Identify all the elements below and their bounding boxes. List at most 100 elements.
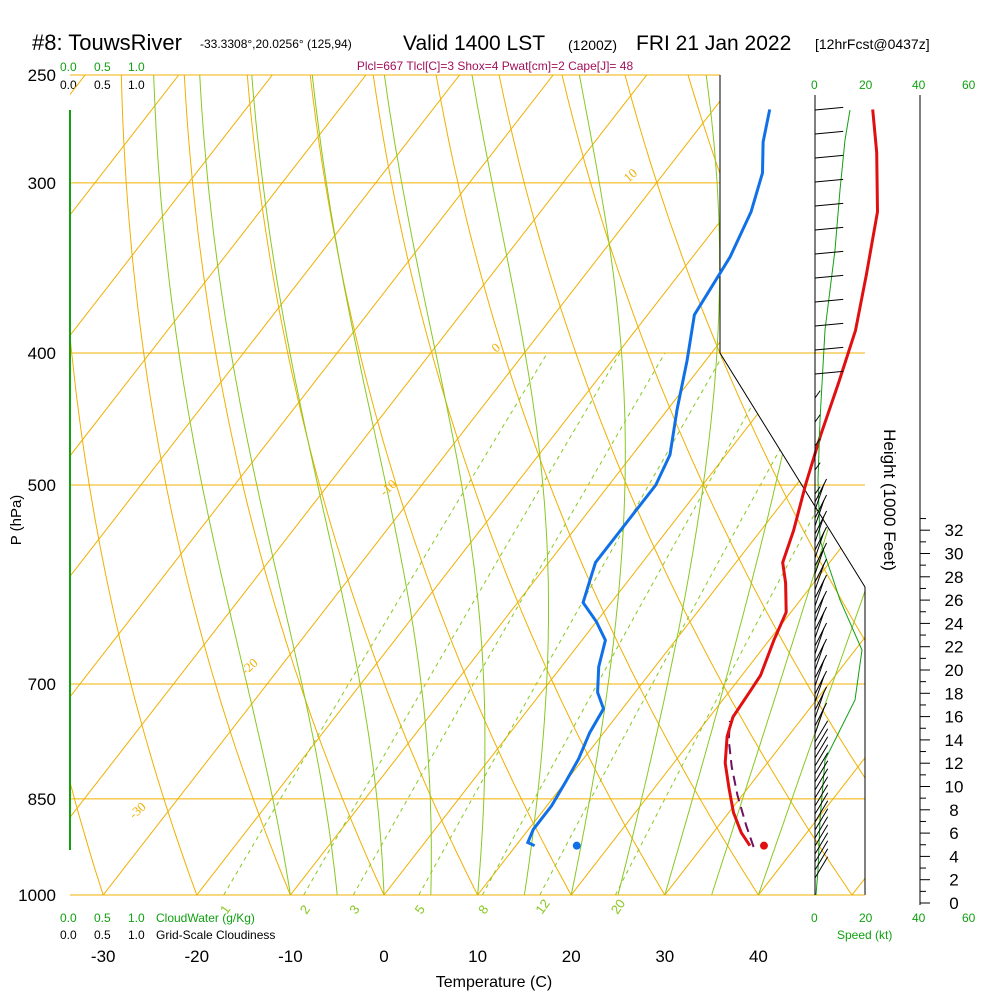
wind-barb xyxy=(814,390,821,399)
station-title: #8: TouwsRiver xyxy=(32,30,182,55)
temperature-tick-label: 20 xyxy=(562,947,581,966)
bottom-cloudwater-scale: 0.0 0.5 1.0 CloudWater (g/Kg) xyxy=(60,911,255,925)
bottom-cloudiness-tick: 0.0 xyxy=(60,928,77,942)
wind-barb xyxy=(814,462,821,471)
temperature-tick-label: 0 xyxy=(379,947,388,966)
height-tick-label: 20 xyxy=(945,661,964,680)
dry-adiabat-line xyxy=(369,75,683,895)
top-cloudiness-tick: 0.5 xyxy=(94,78,111,92)
wind-barb xyxy=(814,670,828,695)
wind-barb xyxy=(814,202,844,207)
mixing-ratio-line xyxy=(614,352,865,895)
mixing-ratio-label: 20 xyxy=(608,896,629,916)
wind-barb xyxy=(814,643,825,671)
height-tick-label: 10 xyxy=(945,778,964,797)
moist-adiabat-line xyxy=(199,75,338,895)
wind-barb xyxy=(814,595,825,623)
top-cloudiness-tick: 0.0 xyxy=(60,78,77,92)
sounding-traces xyxy=(525,109,880,850)
bottom-cloudwater-tick: 1.0 xyxy=(128,911,145,925)
wind-barb xyxy=(814,226,844,231)
top-cloudwater-scale: 0.0 0.5 1.0 xyxy=(60,60,145,74)
mixing-ratio-label: 5 xyxy=(412,902,428,917)
height-tick-label: 0 xyxy=(949,894,958,913)
cloudiness-label: Grid-Scale Cloudiness xyxy=(156,928,275,942)
wind-barb xyxy=(814,486,821,495)
wind-barb xyxy=(814,816,829,839)
wind-barb xyxy=(814,856,829,879)
wind-barb xyxy=(814,675,825,703)
isotherm-line xyxy=(70,75,367,895)
wind-barb xyxy=(814,526,828,551)
pressure-tick-label: 300 xyxy=(28,174,56,193)
wind-barb xyxy=(814,707,825,735)
wind-barb xyxy=(814,558,828,583)
bottom-cloudwater-tick: 0.0 xyxy=(60,911,77,925)
wind-barb xyxy=(814,483,825,511)
dry-adiabat-line xyxy=(556,75,865,895)
height-tick-label: 22 xyxy=(945,638,964,657)
mixing-ratio-label: 12 xyxy=(532,896,553,916)
wind-barb xyxy=(814,579,825,607)
moist-adiabat-line xyxy=(757,75,865,895)
wind-barb xyxy=(814,776,829,799)
surface-temp-marker xyxy=(759,841,768,850)
wind-barb xyxy=(814,686,828,711)
moist-adiabat-line xyxy=(570,75,626,895)
pressure-tick-label: 400 xyxy=(28,344,56,363)
temperature-tick-label: -10 xyxy=(278,947,303,966)
moist-adiabat-line xyxy=(471,75,549,895)
wind-barb xyxy=(814,531,825,559)
skewt-boundary xyxy=(719,75,866,895)
wind-barb xyxy=(814,547,825,575)
valid-time: Valid 1400 LST xyxy=(403,32,545,55)
temperature-axis: -30 -20 -10 0 10 20 30 40 xyxy=(91,947,768,966)
pressure-tick-label: 1000 xyxy=(18,886,56,905)
mixing-ratio-label: 3 xyxy=(346,902,362,917)
moist-adiabat-line xyxy=(617,75,721,895)
wind-barb xyxy=(814,590,828,615)
wind-panel xyxy=(814,95,863,896)
height-tick-label: 4 xyxy=(949,847,958,866)
stability-indices: Plcl=667 Tlcl[C]=3 Shox=4 Pwat[cm]=2 Cap… xyxy=(357,59,634,73)
temperature-tick-label: -20 xyxy=(185,947,210,966)
top-cloudwater-tick: 0.5 xyxy=(94,60,111,74)
height-tick-label: 24 xyxy=(945,614,964,633)
bottom-speed-scale: 0 20 40 60 Speed (kt) xyxy=(811,911,976,942)
mixing-ratio-lines xyxy=(223,352,865,895)
wind-barb xyxy=(814,792,829,815)
wind-barb xyxy=(814,654,828,679)
mixing-ratio-line xyxy=(418,352,725,895)
dry-adiabat-line xyxy=(120,75,304,895)
height-tick-label: 18 xyxy=(945,684,964,703)
wind-barb xyxy=(814,574,828,599)
bottom-cloudiness-scale: 0.0 0.5 1.0 Grid-Scale Cloudiness xyxy=(60,928,275,942)
top-speed-tick: 40 xyxy=(912,78,926,92)
wind-barb xyxy=(814,515,825,543)
height-tick-label: 8 xyxy=(949,801,958,820)
wind-barb xyxy=(814,784,829,807)
wind-barb xyxy=(814,760,829,783)
wind-barb xyxy=(814,720,829,743)
height-tick-label: 14 xyxy=(945,731,964,750)
pressure-axis: 250 300 400 500 700 850 1000 xyxy=(18,66,56,905)
bottom-cloudiness-tick: 1.0 xyxy=(128,928,145,942)
isobar-lines xyxy=(70,74,865,896)
wind-barb xyxy=(814,768,829,791)
pressure-tick-label: 850 xyxy=(28,790,56,809)
wind-barb xyxy=(814,414,821,423)
wind-barb xyxy=(814,728,829,751)
isotherm-label: -30 xyxy=(126,799,149,822)
isotherm-label: 10 xyxy=(620,165,640,185)
bottom-cloudwater-tick: 0.5 xyxy=(94,911,111,925)
mixing-ratio-label: 8 xyxy=(475,902,491,917)
temperature-tick-label: 30 xyxy=(655,947,674,966)
wind-barb xyxy=(814,563,825,591)
mixing-ratio-labels: 1 2 3 5 8 12 20 xyxy=(217,896,628,916)
x-axis-label: Temperature (C) xyxy=(436,974,552,991)
pressure-tick-label: 500 xyxy=(28,476,56,495)
top-cloudiness-scale: 0.0 0.5 1.0 xyxy=(60,78,145,92)
speed-label: Speed (kt) xyxy=(837,928,892,942)
